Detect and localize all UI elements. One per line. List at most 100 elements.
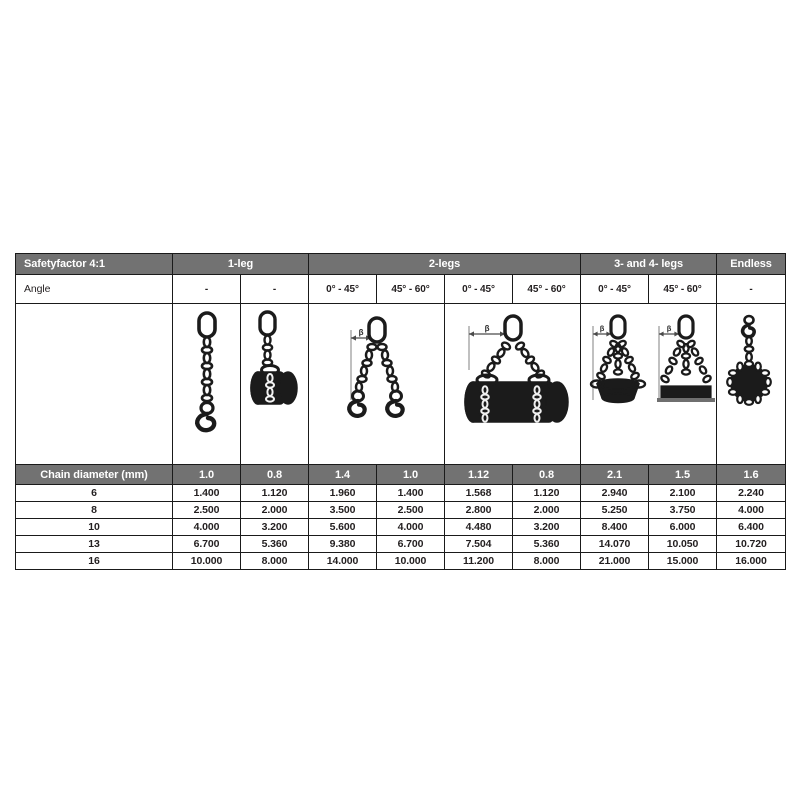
cell-value: 6.000 [648, 518, 718, 536]
illustration-cell-empty [15, 303, 173, 465]
cell-value: 10.720 [716, 535, 787, 553]
cell-value: 5.360 [511, 535, 582, 553]
angle-row-label: Angle [15, 274, 173, 304]
cell-value: 4.000 [376, 518, 445, 536]
illustration-cell-34legs: β [580, 303, 718, 465]
cell-value: 4.000 [716, 501, 787, 519]
cell-value: 7.504 [444, 535, 513, 553]
cell-value: 5.250 [580, 501, 650, 519]
factor-2legs-a-0-45: 1.4 [308, 464, 377, 485]
cell-value: 10.050 [648, 535, 718, 553]
cell-value: 8.400 [580, 518, 650, 536]
group-header-endless: Endless [716, 253, 787, 275]
table-row: 10 4.000 3.200 5.600 4.000 4.480 3.200 8… [15, 518, 787, 536]
table-group-header-row: Safetyfactor 4:1 1-leg 2-legs 3- and 4- … [15, 253, 787, 275]
cell-value: 4.480 [444, 518, 513, 536]
cell-value: 14.000 [308, 552, 377, 570]
cell-value: 2.500 [376, 501, 445, 519]
table-row: 13 6.700 5.360 9.380 6.700 7.504 5.360 1… [15, 535, 787, 553]
two-leg-chain-hooks-icon: β [327, 308, 427, 440]
cell-value: 2.240 [716, 484, 787, 502]
factor-34legs-45-60: 1.5 [648, 464, 718, 485]
cell-value: 6.700 [172, 535, 241, 553]
factor-endless: 1.6 [716, 464, 787, 485]
factor-2legs-b-0-45: 1.12 [444, 464, 513, 485]
cell-value: 6.400 [716, 518, 787, 536]
factor-1leg-direct: 1.0 [172, 464, 241, 485]
factor-2legs-a-45-60: 1.0 [376, 464, 445, 485]
illustration-cell-endless [716, 303, 787, 465]
cell-value: 4.000 [172, 518, 241, 536]
single-leg-chain-hook-icon [178, 308, 236, 438]
two-leg-chain-pipe-basket-icon: β [449, 308, 577, 440]
angle-34legs-45-60: 45° - 60° [648, 274, 718, 304]
beta-label-2leg: β [358, 328, 363, 337]
group-header-1-leg: 1-leg [172, 253, 309, 275]
angle-2legs-b-45-60: 45° - 60° [511, 274, 582, 304]
table-factor-header-row: Chain diameter (mm) 1.0 0.8 1.4 1.0 1.12… [15, 464, 787, 485]
beta-label-4leg-platform: β [666, 324, 671, 333]
cell-diameter: 16 [15, 552, 173, 570]
cell-value: 1.120 [511, 484, 582, 502]
cell-value: 10.000 [172, 552, 241, 570]
cell-value: 1.400 [172, 484, 241, 502]
cell-value: 2.940 [580, 484, 650, 502]
cell-value: 3.200 [240, 518, 309, 536]
cell-value: 14.070 [580, 535, 650, 553]
four-leg-chain-platform-icon: β [651, 308, 715, 440]
beta-label-2leg-pipe: β [484, 324, 489, 333]
cell-value: 1.568 [444, 484, 513, 502]
table-angle-row: Angle - - 0° - 45° 45° - 60° 0° - 45° 45… [15, 274, 787, 304]
cell-value: 8.000 [511, 552, 582, 570]
table-row: 6 1.400 1.120 1.960 1.400 1.568 1.120 2.… [15, 484, 787, 502]
angle-1leg-direct: - [172, 274, 241, 304]
cell-value: 1.960 [308, 484, 377, 502]
single-leg-chain-choker-pipe-icon [244, 308, 306, 438]
table-illustration-row: β [15, 303, 787, 465]
lifting-capacity-table: Safetyfactor 4:1 1-leg 2-legs 3- and 4- … [15, 253, 787, 570]
cell-value: 1.400 [376, 484, 445, 502]
table-row: 16 10.000 8.000 14.000 10.000 11.200 8.0… [15, 552, 787, 570]
angle-2legs-a-0-45: 0° - 45° [308, 274, 377, 304]
illustration-cell-1leg-choker [240, 303, 309, 465]
cell-value: 5.360 [240, 535, 309, 553]
cell-value: 5.600 [308, 518, 377, 536]
factor-1leg-choker: 0.8 [240, 464, 309, 485]
cell-value: 2.800 [444, 501, 513, 519]
cell-value: 6.700 [376, 535, 445, 553]
cell-value: 11.200 [444, 552, 513, 570]
cell-value: 2.000 [511, 501, 582, 519]
group-header-3-and-4-legs: 3- and 4- legs [580, 253, 718, 275]
angle-2legs-a-45-60: 45° - 60° [376, 274, 445, 304]
group-header-safetyfactor: Safetyfactor 4:1 [15, 253, 173, 275]
cell-value: 3.750 [648, 501, 718, 519]
cell-value: 3.500 [308, 501, 377, 519]
cell-diameter: 8 [15, 501, 173, 519]
cell-value: 21.000 [580, 552, 650, 570]
cell-diameter: 6 [15, 484, 173, 502]
angle-1leg-choker: - [240, 274, 309, 304]
factor-2legs-b-45-60: 0.8 [511, 464, 582, 485]
lifting-capacity-table-wrapper: Safetyfactor 4:1 1-leg 2-legs 3- and 4- … [15, 253, 787, 570]
cell-value: 2.000 [240, 501, 309, 519]
four-leg-chain-drum-icon: β [583, 308, 647, 440]
table-row: 8 2.500 2.000 3.500 2.500 2.800 2.000 5.… [15, 501, 787, 519]
endless-chain-sling-icon [722, 308, 780, 440]
angle-2legs-b-0-45: 0° - 45° [444, 274, 513, 304]
group-header-2-legs: 2-legs [307, 253, 582, 275]
beta-label-4leg-drum: β [599, 324, 604, 333]
cell-value: 16.000 [716, 552, 787, 570]
angle-endless: - [716, 274, 787, 304]
angle-34legs-0-45: 0° - 45° [580, 274, 650, 304]
cell-diameter: 13 [15, 535, 173, 553]
cell-value: 2.500 [172, 501, 241, 519]
cell-value: 2.100 [648, 484, 718, 502]
cell-value: 1.120 [240, 484, 309, 502]
cell-value: 8.000 [240, 552, 309, 570]
cell-value: 10.000 [376, 552, 445, 570]
illustration-cell-2legs-pipe: β [443, 303, 582, 465]
cell-value: 9.380 [308, 535, 377, 553]
cell-value: 3.200 [511, 518, 582, 536]
cell-diameter: 10 [15, 518, 173, 536]
